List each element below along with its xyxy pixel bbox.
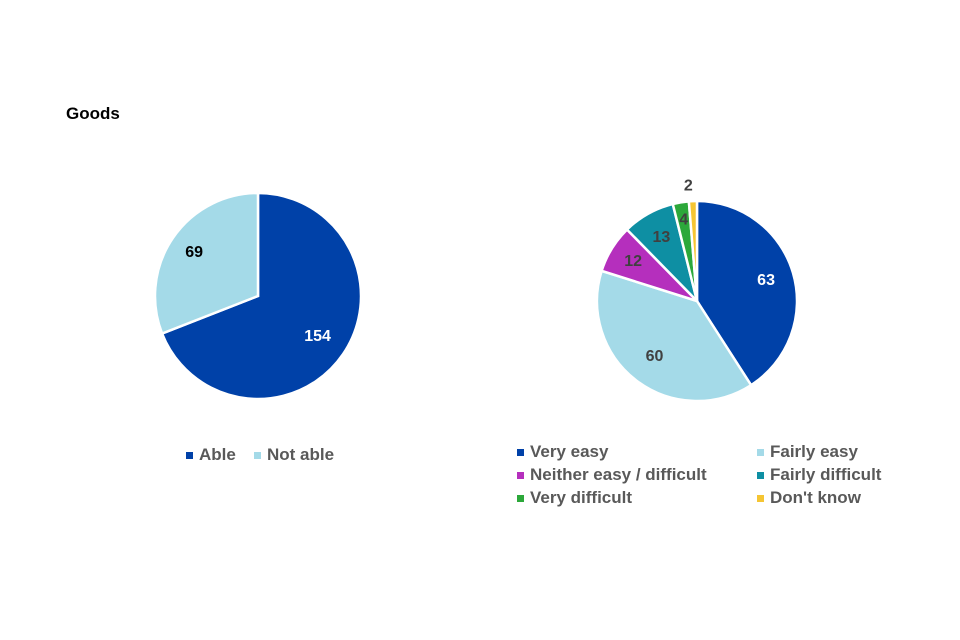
legend-swatch [517,471,524,479]
legend-swatch [517,448,524,456]
legend-label: Fairly easy [770,442,858,461]
legend-item-very-difficult: Very difficult [517,488,632,508]
pie-chart-ability: 154 69 [153,191,363,401]
legend-item-don-t-know: Don't know [757,488,861,508]
pie-slice-not-able [153,191,260,336]
data-label-don-t-know: 2 [684,178,693,195]
legend-item-neither-easy-difficult: Neither easy / difficult [517,465,707,485]
legend-swatch [186,451,193,459]
legend-label: Very easy [530,442,609,461]
legend-swatch [757,471,764,479]
pie-slice-fairly-easy [595,269,753,403]
data-label-not-able: 69 [185,244,203,261]
pie-slice-don-t-know [687,199,699,302]
legend-label: Neither easy / difficult [530,465,707,484]
legend-swatch [757,448,764,456]
data-label-able: 154 [304,328,331,345]
legend-item-very-easy: Very easy [517,442,608,462]
legend-label: Not able [267,445,335,464]
data-label-very-easy: 63 [757,272,775,289]
legend-swatch [254,451,261,459]
page-title: Goods [66,104,120,123]
pie-slice-able [160,191,363,401]
data-label-neither-easy-difficult: 12 [624,253,642,270]
legend-item-able: Able [186,445,236,465]
legend-item-not-able: Not able [254,445,334,465]
pie-chart-ease: 63 60 12 13 4 2 [595,178,799,403]
legend-label: Fairly difficult [770,465,882,484]
data-label-very-difficult: 4 [679,212,688,229]
legend-swatch [757,494,764,502]
legend-item-fairly-difficult: Fairly difficult [757,465,881,485]
legend-label: Very difficult [530,488,633,507]
legend-label: Able [199,445,236,464]
data-label-fairly-difficult: 13 [652,229,670,246]
data-label-fairly-easy: 60 [646,348,664,365]
legend-swatch [517,494,524,502]
legend-label: Don't know [770,488,861,507]
legend-item-fairly-easy: Fairly easy [757,442,858,462]
